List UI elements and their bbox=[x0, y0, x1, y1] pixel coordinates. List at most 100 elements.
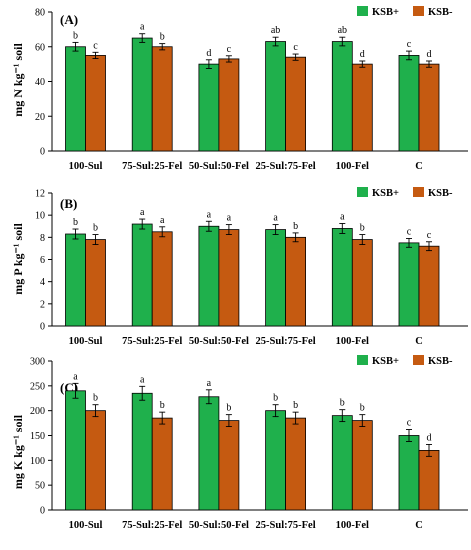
legend-swatch bbox=[413, 355, 424, 365]
bar bbox=[351, 420, 373, 511]
bar bbox=[131, 37, 153, 152]
bar bbox=[85, 239, 106, 327]
x-tick-label: 75-Sul:25-Fel bbox=[122, 336, 182, 347]
y-tick-label: 0 bbox=[40, 506, 45, 517]
bar bbox=[285, 417, 307, 511]
legend-swatch bbox=[413, 6, 424, 16]
y-tick-label: 10 bbox=[35, 211, 45, 222]
bar bbox=[351, 239, 373, 327]
legend-label: KSB- bbox=[428, 356, 453, 367]
y-tick-label: 250 bbox=[30, 381, 45, 392]
significance-letter: c bbox=[227, 44, 232, 55]
y-tick-label: 12 bbox=[35, 189, 45, 200]
legend-swatch bbox=[357, 6, 368, 16]
legend-label: KSB- bbox=[428, 188, 453, 199]
legend-swatch bbox=[357, 187, 368, 197]
bar bbox=[398, 435, 420, 511]
x-tick-label: 25-Sul:75-Fel bbox=[256, 161, 316, 172]
significance-letter: b bbox=[360, 403, 365, 414]
bar bbox=[398, 55, 420, 152]
bar bbox=[65, 233, 86, 327]
bar bbox=[218, 229, 240, 327]
panel-tag: (B) bbox=[60, 196, 77, 211]
panel-a: (A) mg N kg⁻¹ soil 020406080bc100-Sulab7… bbox=[11, 6, 468, 172]
x-tick-label: 25-Sul:75-Fel bbox=[256, 520, 316, 531]
x-tick-label: 50-Sul:50-Fel bbox=[189, 520, 249, 531]
significance-letter: c bbox=[427, 230, 432, 241]
x-tick-label: 75-Sul:25-Fel bbox=[122, 161, 182, 172]
y-tick-label: 20 bbox=[35, 112, 45, 123]
y-tick-label: 0 bbox=[40, 322, 45, 333]
bar bbox=[198, 225, 220, 327]
significance-letter: b bbox=[340, 398, 345, 409]
y-tick-label: 0 bbox=[40, 147, 45, 158]
y-tick-label: 50 bbox=[35, 481, 45, 492]
bar bbox=[351, 63, 373, 152]
significance-letter: a bbox=[340, 211, 345, 222]
bar bbox=[131, 392, 153, 511]
significance-letter: c bbox=[93, 40, 98, 51]
significance-letter: c bbox=[407, 226, 412, 237]
bar bbox=[198, 396, 220, 511]
bar bbox=[218, 420, 240, 511]
panel-b: (B) mg P kg⁻¹ soil 0 2 4 6 8 10 12 b b 100-Sul a a 7… bbox=[11, 187, 468, 347]
x-tick-label: 25-Sul:75-Fel bbox=[256, 336, 316, 347]
bar bbox=[265, 41, 287, 152]
x-tick-label: 50-Sul:50-Fel bbox=[189, 336, 249, 347]
y-tick-label: 60 bbox=[35, 42, 45, 53]
significance-letter: a bbox=[273, 213, 278, 224]
bar bbox=[151, 417, 173, 511]
significance-letter: a bbox=[160, 215, 165, 226]
significance-letter: b bbox=[73, 217, 78, 228]
significance-letter: b bbox=[160, 32, 165, 43]
x-tick-label: 100-Fel bbox=[336, 161, 369, 172]
bar bbox=[331, 228, 353, 327]
y-axis-label: mg K kg⁻¹ soil bbox=[11, 414, 25, 489]
x-tick-label: 100-Fel bbox=[336, 520, 369, 531]
significance-letter: d bbox=[206, 48, 211, 59]
significance-letter: a bbox=[140, 22, 145, 33]
x-tick-label: 75-Sul:25-Fel bbox=[122, 520, 182, 531]
bar bbox=[65, 390, 86, 511]
y-tick-label: 2 bbox=[40, 299, 45, 310]
y-tick-label: 80 bbox=[35, 8, 45, 19]
significance-letter: a bbox=[207, 378, 212, 389]
x-tick-label: 100-Sul bbox=[69, 161, 103, 172]
bar bbox=[331, 415, 353, 511]
bar bbox=[331, 41, 353, 152]
legend-label: KSB+ bbox=[372, 188, 399, 199]
y-tick-label: 100 bbox=[30, 456, 45, 467]
significance-letter: b bbox=[273, 393, 278, 404]
x-tick-label: C bbox=[415, 336, 423, 347]
y-tick-label: 4 bbox=[40, 277, 45, 288]
significance-letter: b bbox=[160, 400, 165, 411]
bar bbox=[65, 46, 86, 152]
y-axis-label: mg P kg⁻¹ soil bbox=[11, 223, 25, 295]
legend-swatch bbox=[413, 187, 424, 197]
legend-label: KSB+ bbox=[372, 7, 399, 18]
significance-letter: d bbox=[427, 49, 432, 60]
significance-letter: b bbox=[93, 393, 98, 404]
significance-letter: ab bbox=[271, 25, 280, 36]
x-tick-label: 100-Sul bbox=[69, 520, 103, 531]
panel-c: (C) mg K kg⁻¹ soil 050100150200250300ab1… bbox=[11, 355, 468, 531]
significance-letter: c bbox=[407, 418, 412, 429]
y-tick-label: 300 bbox=[30, 357, 45, 368]
x-tick-label: C bbox=[415, 161, 423, 172]
bar bbox=[85, 55, 106, 152]
y-tick-label: 200 bbox=[30, 406, 45, 417]
legend-swatch bbox=[357, 355, 368, 365]
bar bbox=[218, 58, 240, 152]
significance-letter: b bbox=[93, 223, 98, 234]
significance-letter: b bbox=[360, 223, 365, 234]
significance-letter: c bbox=[407, 39, 412, 50]
bar bbox=[265, 410, 287, 511]
legend-label: KSB- bbox=[428, 7, 453, 18]
bar bbox=[418, 63, 440, 152]
bar bbox=[198, 63, 220, 152]
bar bbox=[131, 223, 153, 327]
x-tick-label: 50-Sul:50-Fel bbox=[189, 161, 249, 172]
significance-letter: a bbox=[227, 213, 232, 224]
y-tick-label: 40 bbox=[35, 77, 45, 88]
significance-letter: ab bbox=[338, 25, 347, 36]
